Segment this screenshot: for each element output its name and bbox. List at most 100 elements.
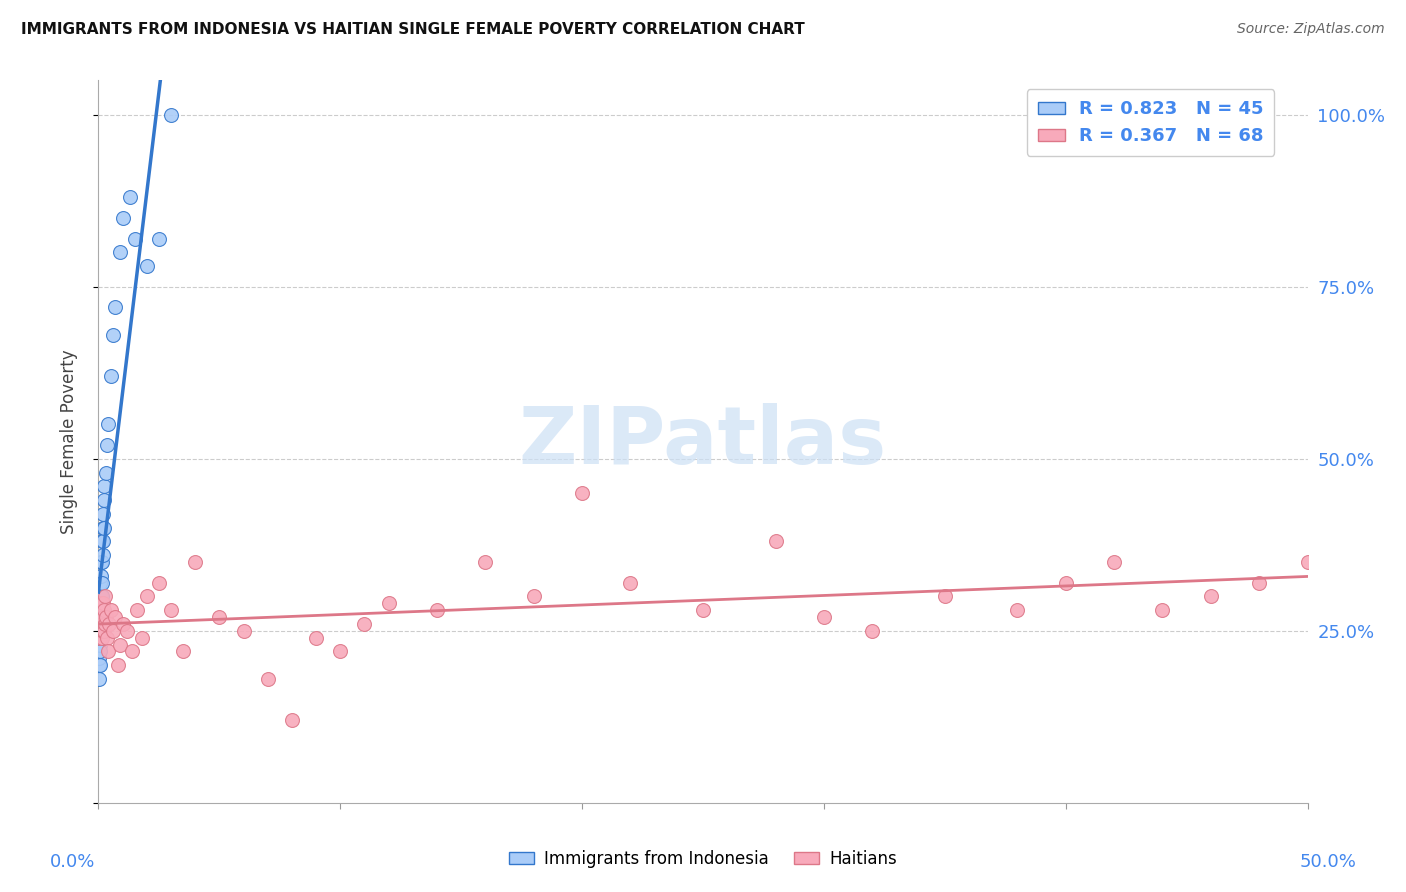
Point xyxy=(89,644,111,658)
Point xyxy=(1007,603,1029,617)
Point xyxy=(89,590,111,604)
Point xyxy=(90,590,112,604)
Point xyxy=(87,658,110,673)
Point xyxy=(90,590,112,604)
Point xyxy=(89,596,111,610)
Point xyxy=(118,190,141,204)
Point xyxy=(89,631,111,645)
Point xyxy=(1054,575,1077,590)
Point xyxy=(89,651,111,665)
Point xyxy=(98,616,121,631)
Text: IMMIGRANTS FROM INDONESIA VS HAITIAN SINGLE FEMALE POVERTY CORRELATION CHART: IMMIGRANTS FROM INDONESIA VS HAITIAN SIN… xyxy=(21,22,804,37)
Point xyxy=(1249,575,1271,590)
Point xyxy=(91,507,114,521)
Point xyxy=(91,534,114,549)
Point xyxy=(89,616,111,631)
Legend: R = 0.823   N = 45, R = 0.367   N = 68: R = 0.823 N = 45, R = 0.367 N = 68 xyxy=(1026,89,1274,156)
Point xyxy=(160,108,183,122)
Point xyxy=(121,644,143,658)
Point xyxy=(90,603,112,617)
Point xyxy=(90,603,112,617)
Point xyxy=(184,555,207,569)
Point xyxy=(100,369,122,384)
Point xyxy=(127,603,149,617)
Point xyxy=(108,638,131,652)
Point xyxy=(89,638,111,652)
Point xyxy=(90,568,112,582)
Point xyxy=(117,624,139,638)
Point xyxy=(692,603,714,617)
Point xyxy=(765,534,787,549)
Point xyxy=(377,596,399,610)
Point xyxy=(97,417,120,432)
Point xyxy=(91,555,114,569)
Point xyxy=(135,590,157,604)
Point xyxy=(1296,555,1319,569)
Point xyxy=(148,231,170,245)
Point xyxy=(90,610,112,624)
Point xyxy=(89,603,111,617)
Point xyxy=(571,486,593,500)
Point xyxy=(101,624,124,638)
Point xyxy=(619,575,641,590)
Point xyxy=(89,624,111,638)
Point xyxy=(305,631,328,645)
Point xyxy=(135,259,157,273)
Point xyxy=(90,631,112,645)
Point xyxy=(89,624,111,638)
Point xyxy=(89,610,111,624)
Point xyxy=(91,596,114,610)
Point xyxy=(208,610,231,624)
Point xyxy=(1152,603,1174,617)
Point xyxy=(89,610,111,624)
Legend: Immigrants from Indonesia, Haitians: Immigrants from Indonesia, Haitians xyxy=(502,844,904,875)
Point xyxy=(111,211,134,225)
Point xyxy=(90,555,112,569)
Point xyxy=(93,603,115,617)
Point xyxy=(97,644,120,658)
Point xyxy=(91,575,114,590)
Point xyxy=(104,301,127,315)
Point xyxy=(96,631,118,645)
Point xyxy=(90,616,112,631)
Text: 50.0%: 50.0% xyxy=(1299,854,1355,871)
Point xyxy=(89,603,111,617)
Point xyxy=(107,658,129,673)
Point xyxy=(329,644,352,658)
Point xyxy=(89,631,111,645)
Point xyxy=(89,672,111,686)
Point xyxy=(91,548,114,562)
Point xyxy=(89,644,111,658)
Point xyxy=(90,596,112,610)
Point xyxy=(90,624,112,638)
Text: 0.0%: 0.0% xyxy=(51,854,96,871)
Point xyxy=(90,603,112,617)
Point xyxy=(934,590,956,604)
Point xyxy=(148,575,170,590)
Point xyxy=(90,610,112,624)
Point xyxy=(813,610,835,624)
Point xyxy=(91,534,114,549)
Point xyxy=(104,610,127,624)
Point xyxy=(1199,590,1222,604)
Point xyxy=(96,438,118,452)
Point xyxy=(1102,555,1125,569)
Point xyxy=(91,610,114,624)
Point xyxy=(89,575,111,590)
Text: Source: ZipAtlas.com: Source: ZipAtlas.com xyxy=(1237,22,1385,37)
Point xyxy=(281,713,304,727)
Point xyxy=(91,624,114,638)
Text: ZIPatlas: ZIPatlas xyxy=(519,402,887,481)
Point xyxy=(860,624,883,638)
Point xyxy=(523,590,546,604)
Point xyxy=(101,327,124,342)
Point xyxy=(89,658,111,673)
Point xyxy=(160,603,183,617)
Point xyxy=(426,603,449,617)
Point xyxy=(93,493,115,508)
Point xyxy=(353,616,375,631)
Point xyxy=(91,603,114,617)
Point xyxy=(108,245,131,260)
Point xyxy=(93,624,115,638)
Point xyxy=(94,466,117,480)
